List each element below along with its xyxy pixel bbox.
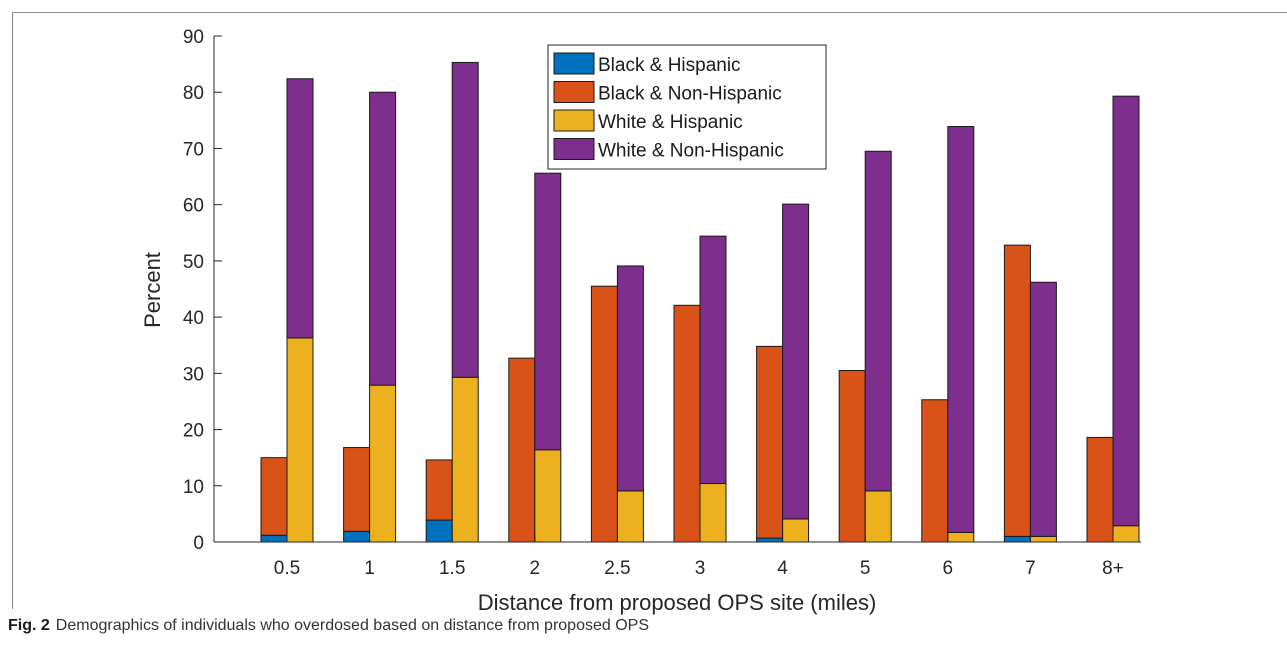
x-tick-label: 5 (860, 558, 871, 579)
bar-white-hispanic-6 (947, 531, 975, 543)
bar-black-non-hispanic-1.5 (425, 459, 453, 521)
y-tick-label: 50 (183, 252, 204, 273)
bar-white-hispanic-5 (864, 490, 892, 543)
y-tick-label: 20 (183, 421, 204, 442)
legend-entry-label: Black & Hispanic (598, 55, 741, 76)
x-tick-label: 1.5 (439, 558, 465, 579)
bar-white-hispanic-2.5 (616, 490, 644, 543)
y-tick-label: 0 (193, 533, 204, 554)
bar-black-non-hispanic-8plus (1086, 436, 1114, 543)
figure-caption-text: Demographics of individuals who overdose… (55, 617, 650, 634)
legend-entry-label: White & Hispanic (598, 112, 743, 133)
bar-white-non-hispanic-6 (947, 126, 975, 533)
bar-white-non-hispanic-5 (864, 150, 892, 492)
y-tick-label: 10 (183, 477, 204, 498)
figure-label: Fig. 2 (8, 617, 50, 634)
x-tick-label: 8+ (1102, 558, 1124, 579)
bar-white-hispanic-1 (369, 384, 397, 543)
bar-black-non-hispanic-7 (1003, 244, 1031, 537)
bar-black-non-hispanic-4 (756, 345, 784, 539)
legend-swatch (553, 109, 595, 132)
bar-black-hispanic-0.5 (260, 534, 288, 543)
bar-black-non-hispanic-6 (921, 399, 949, 543)
y-tick-label: 30 (183, 364, 204, 385)
bar-white-hispanic-8plus (1112, 525, 1140, 543)
bar-black-non-hispanic-5 (838, 370, 866, 543)
bar-black-non-hispanic-3 (673, 304, 701, 543)
bar-white-non-hispanic-4 (782, 203, 810, 520)
bar-white-hispanic-7 (1029, 535, 1057, 543)
frame-left-border (12, 12, 13, 609)
bar-white-hispanic-3 (699, 483, 727, 543)
x-tick-label: 4 (777, 558, 788, 579)
bar-white-non-hispanic-8plus (1112, 95, 1140, 527)
bar-black-non-hispanic-1 (343, 447, 371, 532)
bar-white-non-hispanic-7 (1029, 281, 1057, 537)
y-axis-label: Percent (140, 252, 165, 328)
x-tick-label: 7 (1025, 558, 1036, 579)
bar-white-hispanic-4 (782, 518, 810, 543)
y-tick-label: 40 (183, 308, 204, 329)
bar-white-non-hispanic-1.5 (451, 61, 479, 378)
legend-swatch (553, 138, 595, 160)
bar-white-non-hispanic-2.5 (616, 265, 644, 492)
legend-entry-label: White & Non-Hispanic (598, 141, 784, 162)
bar-black-non-hispanic-2 (508, 357, 536, 543)
y-tick-label: 60 (183, 196, 204, 217)
bar-white-hispanic-0.5 (286, 337, 314, 543)
bar-white-non-hispanic-1 (369, 91, 397, 386)
frame-top-border (12, 12, 1287, 13)
y-tick-label: 90 (183, 27, 204, 48)
y-tick-label: 80 (183, 83, 204, 104)
legend-swatch (553, 81, 595, 103)
x-tick-label: 0.5 (274, 558, 300, 579)
bar-white-non-hispanic-2 (534, 172, 562, 451)
legend-swatch (553, 52, 595, 75)
y-tick-label: 70 (183, 139, 204, 160)
bar-black-non-hispanic-0.5 (260, 457, 288, 536)
x-tick-label: 2.5 (604, 558, 630, 579)
x-tick-label: 2 (530, 558, 541, 579)
legend-entry-label: Black & Non-Hispanic (598, 84, 782, 105)
bar-white-hispanic-2 (534, 449, 562, 543)
bar-black-hispanic-7 (1003, 535, 1031, 543)
bar-white-hispanic-1.5 (451, 376, 479, 543)
x-tick-label: 3 (695, 558, 706, 579)
figure-caption: Fig. 2 Demographics of individuals who ov… (8, 617, 649, 635)
x-tick-label: 1 (364, 558, 375, 579)
bar-black-hispanic-1 (343, 530, 371, 543)
bar-black-hispanic-4 (756, 537, 784, 543)
bar-white-non-hispanic-0.5 (286, 78, 314, 339)
bar-black-non-hispanic-2.5 (590, 285, 618, 543)
x-tick-label: 6 (943, 558, 954, 579)
chart-legend: Black & Hispanic Black & Non-Hispanic Whit… (547, 44, 827, 170)
bar-white-non-hispanic-3 (699, 235, 727, 485)
axes-layer: 0 10 20 30 40 50 60 70 80 90 0.5 1 1.5 2 2.5 3 4 5 6 7 8+ (183, 27, 1141, 579)
bar-black-hispanic-1.5 (425, 519, 453, 543)
x-axis-label: Distance from proposed OPS site (miles) (478, 590, 877, 615)
